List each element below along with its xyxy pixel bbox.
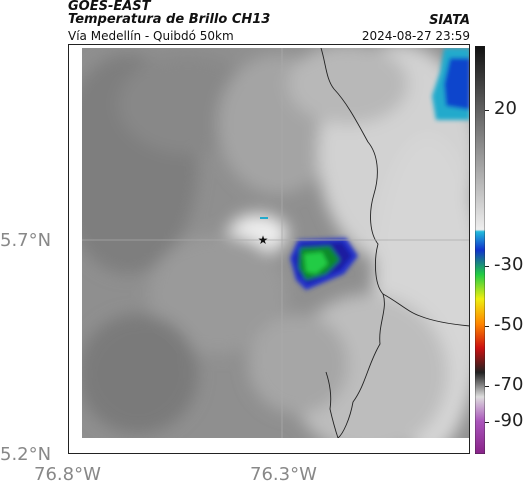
- colorbar-tick-label: -50: [494, 314, 524, 335]
- colorbar-tick-label: -90: [494, 410, 524, 431]
- colorbar-tick-label: -30: [494, 254, 524, 275]
- latitude-tick-label: 5.2°N: [0, 444, 52, 465]
- cold-cloud-cell: [290, 238, 358, 290]
- colorbar-tick-label: -70: [494, 374, 524, 395]
- longitude-tick-label: 76.3°W: [250, 464, 317, 485]
- location-marker-star-icon: ★: [258, 233, 269, 247]
- latitude-tick-label: 5.7°N: [0, 230, 52, 251]
- satellite-title: GOES-EAST: [68, 0, 151, 14]
- colorbar-tick-mark: [485, 386, 489, 387]
- cold-cloud-corner: [432, 48, 470, 120]
- colorbar-tick-label: 20: [494, 98, 517, 119]
- source-label: SIATA: [429, 13, 470, 28]
- region-subtitle: Vía Medellín - Quibdó 50km: [68, 29, 234, 43]
- brightness-temperature-field: [82, 48, 470, 438]
- colorbar: [475, 46, 485, 454]
- colorbar-tick-mark: [485, 110, 489, 111]
- longitude-tick-label: 76.8°W: [34, 464, 101, 485]
- colorbar-tick-mark: [485, 326, 489, 327]
- colorbar-tick-mark: [485, 266, 489, 267]
- satellite-map: ★: [68, 44, 470, 454]
- product-title: Temperatura de Brillo CH13: [68, 12, 271, 27]
- datetime-label: 2024-08-27 23:59: [361, 29, 470, 43]
- colorbar-tick-mark: [485, 422, 489, 423]
